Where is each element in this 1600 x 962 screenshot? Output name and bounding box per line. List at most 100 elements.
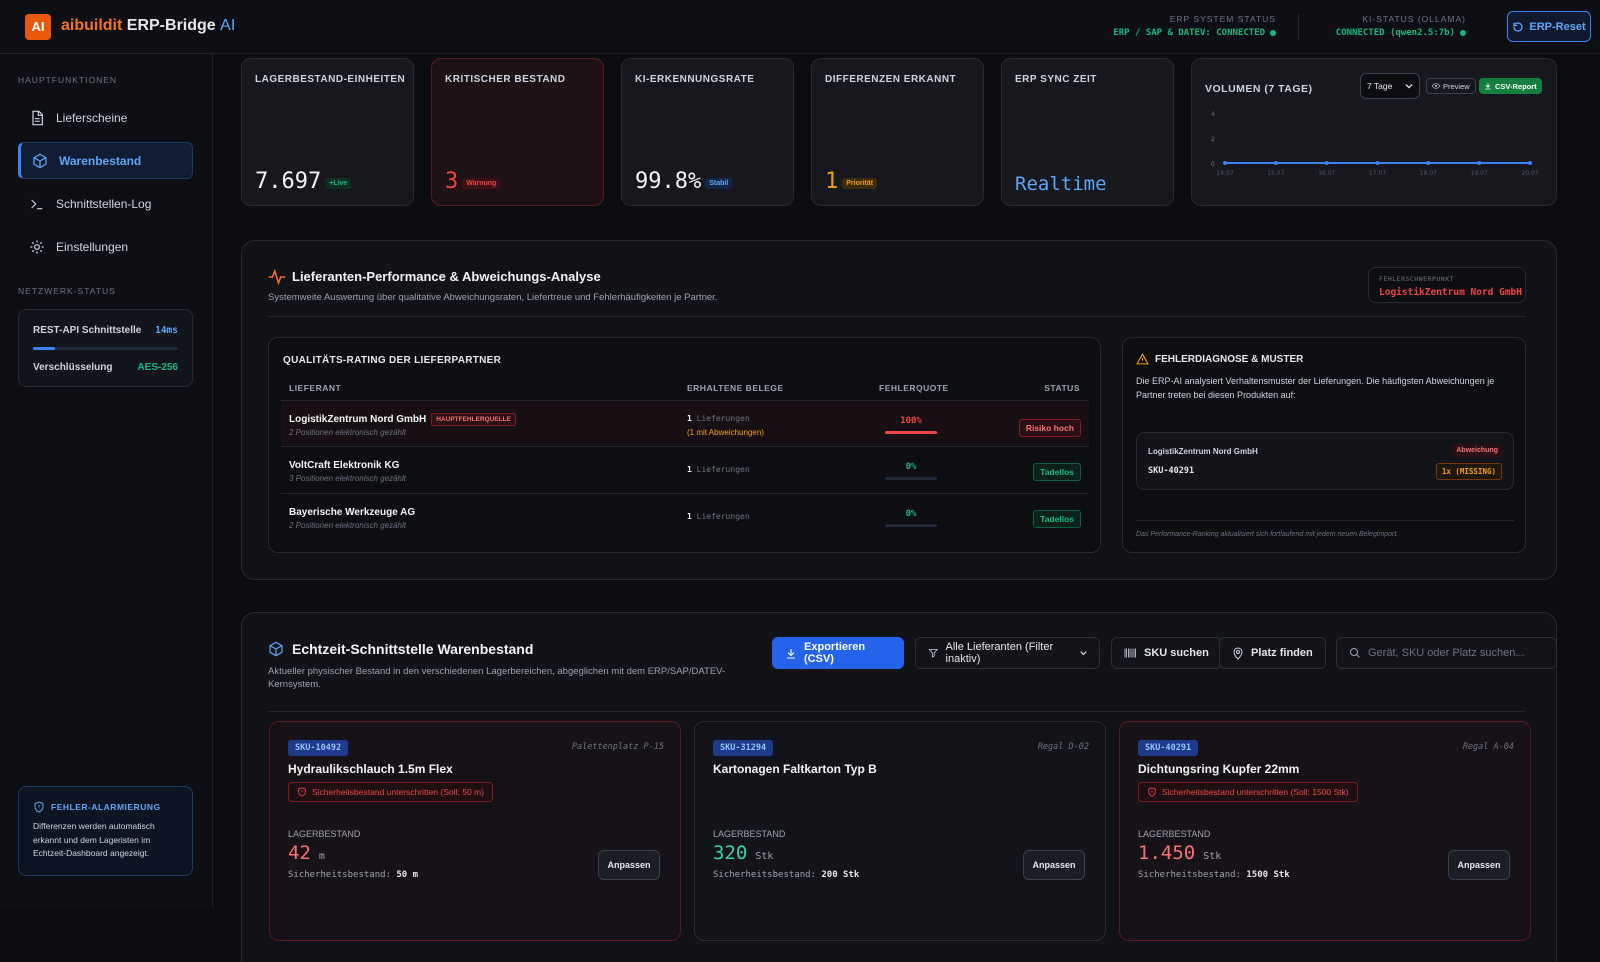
perf-title: Lieferanten-Performance & Abweichungs-An… [292, 269, 601, 284]
range-select[interactable]: 7 Tage [1360, 73, 1420, 99]
export-csv-button[interactable]: Exportieren (CSV) [772, 637, 904, 669]
stock-label: LAGERBESTAND [713, 829, 786, 839]
stock-unit: Stk [1203, 851, 1222, 862]
sidebar-item-label: Warenbestand [59, 153, 142, 168]
sku-tag: SKU-40291 [1138, 740, 1199, 756]
encryption-label: Verschlüsselung [33, 362, 113, 373]
chart-title: VOLUMEN (7 TAGE) [1205, 83, 1313, 95]
x-tick-label: 15.07 [1267, 170, 1284, 177]
status-badge: Tadellos [1033, 510, 1081, 528]
range-select-value: 7 Tage [1367, 81, 1393, 91]
sku-tag: SKU-31294 [713, 740, 774, 756]
map-pin-icon [1233, 647, 1243, 660]
table-row[interactable]: VoltCraft Elektronik KG 3 Positionen ele… [281, 447, 1089, 494]
error-rate-fill [885, 431, 937, 434]
ki-status-label: KI-STATUS (OLLAMA) [1362, 14, 1466, 24]
gear-icon [30, 239, 44, 254]
kpi-label: LAGERBESTAND-EINHEITEN [255, 74, 406, 85]
download-icon [1485, 83, 1491, 90]
stock-quantity: 1.450 Stk [1138, 842, 1222, 864]
y-tick-label: 2 [1211, 136, 1215, 143]
data-point [1324, 161, 1329, 165]
supplier-filter-select[interactable]: Alle Lieferanten (Filter inaktiv) [915, 637, 1100, 669]
receipt-label: Lieferungen [696, 414, 750, 423]
sku-search-button[interactable]: SKU suchen [1111, 637, 1222, 669]
hotspot-label: FEHLERSCHWERPUNKT [1379, 275, 1455, 283]
product-name: Kartonagen Faltkarton Typ B [713, 762, 877, 776]
sidebar-item-einstellungen[interactable]: Einstellungen [18, 228, 193, 265]
status-dot-icon [1460, 29, 1466, 36]
divider [1136, 520, 1514, 521]
main-error-tag: HAUPTFEHLERQUELLE [431, 413, 516, 426]
table-row[interactable]: Bayerische Werkzeuge AG 2 Positionen ele… [281, 494, 1089, 541]
sidebar-item-lieferscheine[interactable]: Lieferscheine [18, 99, 193, 136]
divider [268, 711, 1526, 712]
status-badge: Risiko hoch [1018, 419, 1081, 437]
supplier-sub: 3 Positionen elektronisch gezählt [289, 474, 406, 483]
sidebar-item-warenbestand[interactable]: Warenbestand [18, 142, 193, 179]
kpi-card-critical-stock: KRITISCHER BESTAND 3 Warnung [431, 58, 604, 206]
hotspot-value: LogistikZentrum Nord GmbH [1379, 287, 1522, 298]
x-tick-label: 17.07 [1369, 170, 1386, 177]
sidebar-item-schnittstellen-log[interactable]: Schnittstellen-Log [18, 185, 193, 222]
kpi-label: KRITISCHER BESTAND [445, 74, 566, 85]
warning-icon [1136, 353, 1149, 365]
product-name: Dichtungsring Kupfer 22mm [1138, 762, 1300, 776]
sidebar-section-main: HAUPTFUNKTIONEN [18, 75, 118, 85]
alert-shield-icon [1148, 787, 1156, 797]
api-load-track [33, 347, 178, 350]
sidebar-section-net: NETZWERK-STATUS [18, 286, 116, 296]
kpi-label: ERP SYNC ZEIT [1015, 74, 1097, 85]
adjust-button[interactable]: Anpassen [1448, 850, 1510, 880]
safety-warning: Sicherheitsbestand unterschritten (Soll:… [1138, 782, 1358, 802]
chevron-down-icon [1405, 83, 1413, 89]
rating-title: QUALITÄTS-RATING DER LIEFERPARTNER [283, 355, 502, 366]
sku-tag: SKU-10492 [288, 740, 349, 756]
api-load-fill [33, 347, 55, 350]
table-row[interactable]: LogistikZentrum Nord GmbH HAUPTFEHLERQUEL… [281, 400, 1089, 447]
kpi-badge: Stabil [705, 178, 733, 189]
refresh-icon [1513, 21, 1523, 32]
stock-subtitle: Aktueller physischer Bestand in den vers… [268, 666, 726, 690]
supplier-name: LogistikZentrum Nord GmbH [289, 414, 427, 425]
sku-card[interactable]: SKU-40291 Regal A-04 Dichtungsring Kupfe… [1119, 721, 1531, 941]
box-icon [33, 153, 47, 168]
alert-text: Differenzen werden automatisch erkannt u… [33, 821, 155, 858]
network-status-card: REST-API Schnittstelle 14ms Verschlüssel… [18, 309, 193, 387]
receipt-label: Lieferungen [696, 512, 750, 521]
status-dot-icon [1270, 29, 1276, 36]
status-badge: Tadellos [1033, 463, 1081, 481]
alert-title: FEHLER-ALARMIERUNG [51, 802, 161, 812]
find-place-button[interactable]: Platz finden [1219, 637, 1326, 669]
logo-icon: AI [25, 14, 51, 40]
download-icon [787, 648, 796, 659]
erp-status-value: ERP / SAP & DATEV: CONNECTED [1113, 28, 1265, 38]
stock-label: LAGERBESTAND [288, 829, 361, 839]
adjust-button[interactable]: Anpassen [1023, 850, 1085, 880]
adjust-button[interactable]: Anpassen [598, 850, 660, 880]
error-rate: 0% [905, 462, 917, 472]
preview-button[interactable]: Preview [1426, 78, 1476, 94]
kpi-value: 7.697 +Live [255, 169, 352, 194]
box-icon [269, 641, 283, 657]
receipt-extra: (1 mit Abweichungen) [687, 428, 764, 437]
erp-status-label: ERP SYSTEM STATUS [1169, 14, 1276, 24]
diag-pattern-card[interactable]: LogistikZentrum Nord GmbH Abweichung SKU… [1136, 432, 1514, 490]
diag-text: Die ERP-AI analysiert Verhaltensmuster d… [1136, 376, 1495, 400]
kpi-card-differences: DIFFERENZEN ERKANNT 1 Priorität [811, 58, 984, 206]
data-point [1375, 161, 1380, 165]
data-point [1528, 161, 1532, 165]
safety-stock: Sicherheitsbestand: 1500 Stk [1138, 870, 1290, 880]
erp-reset-button[interactable]: ERP-Reset [1507, 11, 1591, 42]
chevron-down-icon [1080, 651, 1087, 656]
diag-sku: SKU-40291 [1148, 466, 1195, 476]
eye-icon [1432, 83, 1440, 89]
sku-card[interactable]: SKU-10492 Palettenplatz P-15 Hydrauliksc… [269, 721, 681, 941]
divider [1298, 14, 1299, 40]
receipt-count: 1 [687, 512, 692, 521]
csv-report-button[interactable]: CSV-Report [1479, 78, 1542, 94]
sku-card[interactable]: SKU-31294 Regal D-02 Kartonagen Faltkart… [694, 721, 1106, 941]
supplier-sub: 2 Positionen elektronisch gezählt [289, 521, 406, 530]
search-icon [1350, 648, 1360, 658]
search-input[interactable]: Gerät, SKU oder Platz suchen... [1336, 637, 1557, 669]
